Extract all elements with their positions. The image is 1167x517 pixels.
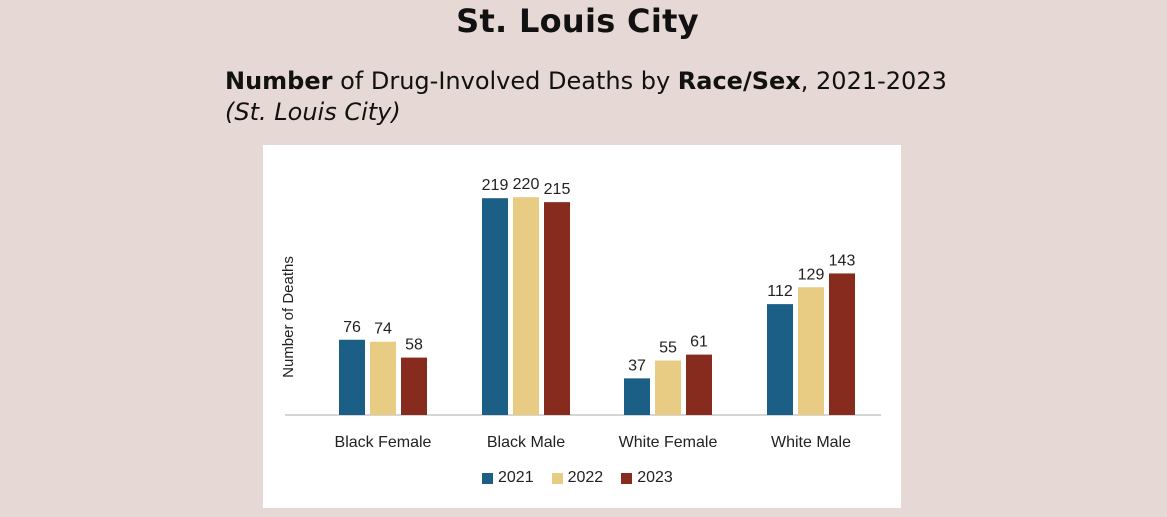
data-label-white-female-2022: 55: [659, 340, 677, 357]
page-title: St. Louis City: [456, 2, 699, 40]
bar-white-female-2023: [686, 354, 712, 415]
chart-subtitle-location: (St. Louis City): [225, 98, 401, 126]
data-label-black-male-2021: 219: [482, 177, 509, 194]
legend-swatch-2023: [621, 472, 633, 484]
data-label-black-female-2023: 58: [405, 337, 423, 354]
bar-chart: Number of Deaths 76 74 58 Black Female 219 220…: [280, 176, 881, 451]
bar-black-male-2022: [513, 197, 539, 415]
x-tick-label-white-female: White Female: [619, 434, 718, 451]
subtitle-bold-number: Number: [225, 67, 333, 95]
chart-legend: 2021 2022 2023: [482, 469, 673, 487]
bar-black-male-2023: [544, 202, 570, 415]
bar-white-male-2021: [767, 304, 793, 415]
data-label-white-male-2022: 129: [798, 266, 825, 283]
data-label-white-female-2021: 37: [628, 357, 646, 374]
data-label-black-male-2022: 220: [513, 176, 540, 193]
data-label-white-male-2023: 143: [829, 252, 856, 269]
bar-black-female-2023: [401, 357, 427, 415]
data-label-black-female-2022: 74: [374, 321, 392, 338]
bar-white-female-2021: [624, 378, 650, 415]
legend-item-2022: 2022: [551, 469, 604, 487]
bar-black-female-2022: [370, 341, 396, 415]
subtitle-text-1: of Drug-Involved Deaths by: [332, 67, 678, 95]
bar-white-male-2023: [829, 273, 855, 415]
chart-card: Number of Deaths 76 74 58 Black Female 219 220…: [263, 145, 901, 508]
legend-label-2022: 2022: [567, 469, 604, 486]
bar-black-male-2021: [482, 198, 508, 415]
y-axis-label: Number of Deaths: [280, 256, 297, 378]
legend-item-2021: 2021: [482, 469, 534, 487]
x-tick-label-black-female: Black Female: [335, 434, 432, 451]
data-label-black-female-2021: 76: [343, 319, 361, 336]
x-tick-label-black-male: Black Male: [487, 434, 565, 451]
legend-label-2023: 2023: [637, 469, 673, 486]
data-label-black-male-2023: 215: [544, 181, 571, 198]
bar-black-female-2021: [339, 339, 365, 415]
bar-white-female-2022: [655, 360, 681, 415]
bar-white-male-2022: [798, 287, 824, 415]
legend-swatch-2022: [551, 472, 563, 484]
legend-label-2021: 2021: [498, 469, 534, 486]
data-label-white-female-2023: 61: [690, 334, 708, 351]
chart-subtitle: Number of Drug-Involved Deaths by Race/S…: [225, 64, 947, 98]
subtitle-bold-race-sex: Race/Sex: [677, 67, 801, 95]
legend-item-2023: 2023: [621, 469, 673, 487]
legend-swatch-2021: [482, 472, 493, 484]
x-tick-label-white-male: White Male: [771, 434, 851, 451]
subtitle-text-2: , 2021-2023: [800, 67, 947, 95]
data-label-white-male-2021: 112: [767, 283, 793, 300]
